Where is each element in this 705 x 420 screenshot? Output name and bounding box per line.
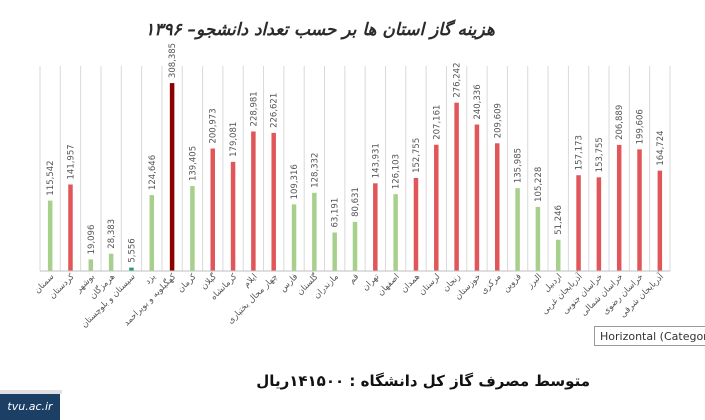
category-label: یزد <box>143 272 158 287</box>
value-label: 209,609 <box>493 103 503 138</box>
bar <box>312 192 317 271</box>
bar <box>251 131 256 271</box>
category-label: اصفهان <box>376 272 402 298</box>
brand-logo: tvu.ac.ir <box>0 394 60 420</box>
bar <box>190 186 195 271</box>
value-label: 19,096 <box>87 225 97 255</box>
value-label: 226,621 <box>270 93 280 128</box>
bar <box>210 148 215 271</box>
value-label: 126,103 <box>392 154 402 189</box>
category-label: البرز <box>525 272 544 291</box>
bar <box>616 144 622 271</box>
bar <box>149 195 155 271</box>
bar <box>413 177 419 271</box>
value-label: 199,606 <box>636 109 646 144</box>
value-label: 105,228 <box>534 167 544 202</box>
bar <box>68 184 73 271</box>
value-label: 115,542 <box>46 160 56 195</box>
brand-strip <box>0 390 62 394</box>
bar <box>88 259 94 271</box>
category-label: کرمان <box>176 271 199 294</box>
bar <box>291 204 297 271</box>
value-label: 124,646 <box>148 155 158 190</box>
value-label: 143,931 <box>371 143 381 178</box>
bar <box>393 194 398 271</box>
bar <box>108 253 114 271</box>
value-label: 206,889 <box>615 105 625 140</box>
bar <box>352 221 358 271</box>
bar <box>332 232 337 271</box>
bar <box>454 102 459 271</box>
value-label: 80,631 <box>351 187 361 217</box>
bar <box>129 267 134 271</box>
value-label: 109,316 <box>290 164 300 199</box>
bar <box>434 144 439 271</box>
bar <box>535 206 541 271</box>
bar <box>230 161 236 271</box>
value-label: 63,191 <box>331 198 341 228</box>
category-label: لرستان <box>417 272 442 297</box>
bar <box>169 83 175 272</box>
average-gas-cost-note: متوسط مصرف گاز کل دانشگاه : ۱۴۱۵۰۰ریال <box>256 372 590 390</box>
value-label: 228,981 <box>249 91 259 126</box>
value-label: 28,383 <box>107 219 117 249</box>
bar <box>515 188 520 271</box>
value-label: 135,985 <box>514 148 524 183</box>
bar <box>373 183 378 271</box>
category-label: قم <box>347 272 361 286</box>
value-label: 152,755 <box>412 138 422 173</box>
value-label: 240,336 <box>473 84 483 119</box>
value-label: 157,173 <box>575 135 585 170</box>
bar <box>555 239 561 271</box>
value-label: 51,246 <box>554 205 564 235</box>
value-label: 179,081 <box>229 122 239 157</box>
value-label: 207,161 <box>432 105 442 140</box>
axis-tooltip: Horizontal (Category <box>594 326 705 346</box>
bar <box>271 132 276 271</box>
value-label: 200,973 <box>209 108 219 143</box>
bar <box>474 124 480 271</box>
value-label: 141,957 <box>66 144 76 179</box>
bar <box>495 143 500 271</box>
category-label: قزوین <box>501 272 523 294</box>
value-label: 164,724 <box>656 130 666 165</box>
category-label: مرکزی <box>479 272 503 296</box>
bar <box>637 149 642 271</box>
bar <box>576 175 581 271</box>
value-label: 139,405 <box>188 146 198 181</box>
value-label: 153,755 <box>595 137 605 172</box>
chart-title: هزینه گاز استان ها بر حسب تعداد دانشجو– … <box>145 20 495 40</box>
value-label: 128,332 <box>310 153 320 188</box>
bar <box>657 170 663 271</box>
bar <box>596 177 602 271</box>
value-label: 5,556 <box>127 238 137 262</box>
value-label: 276,242 <box>453 63 463 98</box>
value-label: 308,385 <box>168 43 178 78</box>
bar <box>47 200 53 271</box>
